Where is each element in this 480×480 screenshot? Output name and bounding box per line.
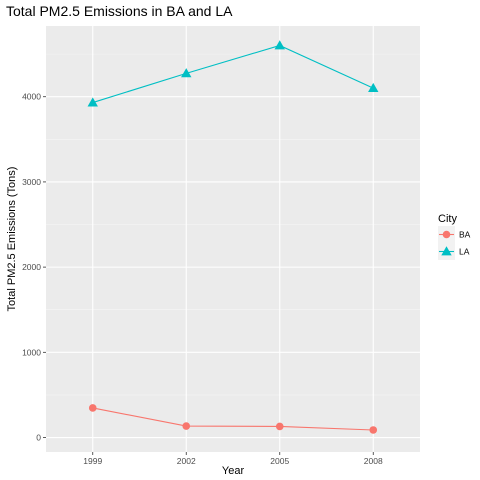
legend-title: City [438, 213, 457, 225]
y-tick-label: 3000 [22, 177, 41, 187]
legend: City BA LA [438, 213, 471, 260]
data-point-ba [275, 422, 284, 431]
x-axis: 1999 2002 2005 2008 [83, 452, 383, 466]
legend-key-marker-la [441, 246, 452, 256]
y-tick-label: 4000 [22, 92, 41, 102]
x-tick-label: 1999 [83, 456, 102, 466]
y-axis-title: Total PM2.5 Emissions (Tons) [6, 167, 18, 312]
series-line-la [92, 44, 374, 104]
data-point-la [368, 82, 379, 92]
y-axis: 0 1000 2000 3000 4000 [22, 92, 46, 443]
data-point-la [181, 68, 192, 78]
chart-title: Total PM2.5 Emissions in BA and LA [6, 3, 233, 19]
x-tick-label: 2005 [270, 456, 289, 466]
legend-label-ba: BA [459, 230, 471, 240]
minor-gridlines [46, 53, 420, 396]
plot-panel [46, 26, 420, 452]
y-tick-label: 0 [36, 433, 41, 443]
major-gridlines [46, 26, 420, 452]
y-tick-label: 1000 [22, 347, 41, 357]
x-tick-label: 2008 [364, 456, 383, 466]
data-point-ba [369, 426, 378, 434]
legend-label-la: LA [459, 247, 470, 257]
series-line-ba [92, 407, 374, 431]
data-point-la [274, 40, 285, 50]
data-point-ba [182, 422, 191, 430]
x-tick-label: 2002 [177, 456, 196, 466]
data-point-la [87, 97, 98, 107]
x-axis-title: Year [222, 465, 245, 477]
legend-key-marker-ba [442, 230, 451, 239]
y-tick-label: 2000 [22, 262, 41, 272]
data-point-ba [88, 404, 97, 412]
series-layer [87, 40, 379, 434]
